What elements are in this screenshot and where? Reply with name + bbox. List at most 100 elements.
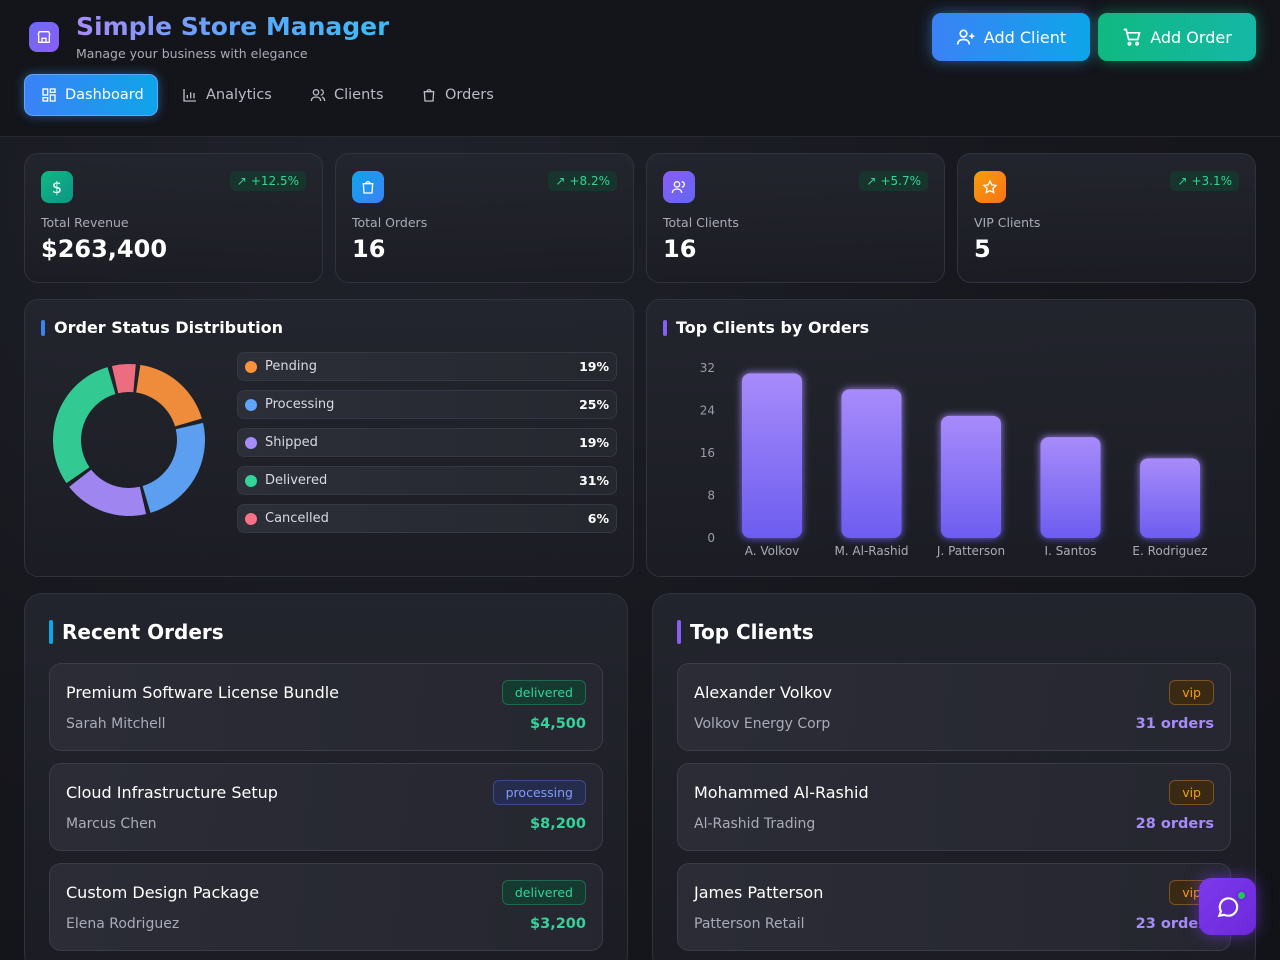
legend-dot [245,512,257,525]
add-order-button[interactable]: Add Order [1098,13,1256,61]
tab-label: Analytics [206,87,272,103]
app-subtitle: Manage your business with elegance [76,46,308,61]
x-tick-label: J. Patterson [936,544,1005,558]
status-legend-item: Cancelled 6% [237,504,617,533]
stat-label: VIP Clients [974,215,1041,230]
y-tick-label: 24 [700,404,715,418]
tab-label: Clients [334,87,384,103]
status-legend-item: Shipped 19% [237,428,617,457]
order-status-card: Order Status Distribution Pending 19% Pr… [24,299,634,577]
order-title: Premium Software License Bundle [66,683,340,702]
app-title: Simple Store Manager [76,12,390,41]
stat-change-badge: ↗ +8.2% [548,171,617,191]
tab-orders[interactable]: Orders [405,74,510,116]
order-amount: $8,200 [530,816,586,832]
order-title: Custom Design Package [66,883,260,902]
tab-analytics[interactable]: Analytics [166,74,288,116]
client-orders: 28 orders [1135,816,1214,832]
stat-value: $263,400 [41,235,168,263]
client-orders: 23 orders [1135,916,1214,932]
cart-icon [1123,28,1141,46]
order-item[interactable]: Cloud Infrastructure Setup Marcus Chen p… [49,763,603,851]
stat-label: Total Orders [352,215,428,230]
top-clients-bar-chart: 0 8 16 24 32 A. Volkov M. Al-Rashid J. Patterso… [700,361,1208,558]
stat-card-clients: ↗ +5.7% Total Clients 16 [646,153,945,283]
order-title: Cloud Infrastructure Setup [66,783,278,802]
tab-clients[interactable]: Clients [294,74,400,116]
add-client-label: Add Client [983,27,1067,47]
chat-button[interactable] [1199,878,1256,935]
y-tick-label: 8 [707,489,715,503]
order-amount: $3,200 [530,916,586,932]
users-icon [310,89,326,102]
status-donut-chart [53,364,205,516]
y-tick-label: 0 [707,531,715,545]
client-company: Volkov Energy Corp [694,716,831,732]
stat-card-orders: ↗ +8.2% Total Orders 16 [335,153,634,283]
status-badge: processing [492,780,586,805]
legend-dot [245,474,257,487]
user-plus-icon [956,29,975,45]
stat-change-badge: ↗ +3.1% [1170,171,1239,191]
stat-change-badge: ↗ +5.7% [859,171,928,191]
tab-dashboard[interactable]: Dashboard [24,74,158,116]
star-icon [974,171,1006,203]
order-client: Marcus Chen [66,816,157,832]
app-header: Simple Store Manager Manage your busines… [0,0,1280,137]
bar-m-al-rashid [841,389,902,538]
order-item[interactable]: Custom Design Package Elena Rodriguez de… [49,863,603,951]
client-company: Al-Rashid Trading [694,816,816,832]
x-tick-label: I. Santos [1044,544,1096,558]
stat-label: Total Clients [663,215,739,230]
y-tick-label: 32 [700,361,715,375]
add-order-label: Add Order [1150,27,1232,47]
stat-card-revenue: $ ↗ +12.5% Total Revenue $263,400 [24,153,323,283]
status-badge: delivered [501,680,586,705]
legend-dot [245,436,257,449]
stat-value: 5 [974,235,991,263]
order-item[interactable]: Premium Software License Bundle Sarah Mi… [49,663,603,751]
status-badge: delivered [501,880,586,905]
x-tick-label: E. Rodriguez [1132,544,1207,558]
users-icon [663,171,695,203]
client-item[interactable]: Mohammed Al-Rashid Al-Rashid Trading vip… [677,763,1231,851]
tier-badge: vip [1169,780,1214,805]
y-tick-label: 16 [700,446,715,460]
bar-e-rodriguez [1140,458,1200,538]
store-icon [29,22,59,52]
dashboard-icon [42,88,56,102]
stat-card-vip: ↗ +3.1% VIP Clients 5 [957,153,1256,283]
client-company: Patterson Retail [694,916,805,932]
x-tick-label: A. Volkov [745,544,800,558]
status-legend-item: Pending 19% [237,352,617,381]
client-name: James Patterson [694,883,824,902]
client-item[interactable]: Alexander Volkov Volkov Energy Corp vip … [677,663,1231,751]
top-clients-chart-title: Top Clients by Orders [663,318,869,337]
x-tick-label: M. Al-Rashid [834,544,908,558]
recent-orders-card: Recent Orders Premium Software License B… [24,593,628,960]
stat-value: 16 [352,235,386,263]
stat-change-badge: ↗ +12.5% [229,171,306,191]
client-name: Mohammed Al-Rashid [694,783,869,802]
status-legend-item: Processing 25% [237,390,617,419]
legend-dot [245,360,257,373]
donut-slice-delivered [53,367,116,484]
order-status-title: Order Status Distribution [41,318,283,337]
recent-orders-title: Recent Orders [49,620,224,644]
donut-slice-pending [136,364,202,427]
add-client-button[interactable]: Add Client [932,13,1090,61]
order-client: Elena Rodriguez [66,916,180,932]
client-item[interactable]: James Patterson Patterson Retail vip 23 … [677,863,1231,951]
shopping-bag-icon [423,89,435,102]
shopping-bag-icon [352,171,384,203]
bar-a-volkov [742,373,802,538]
top-clients-chart-card: Top Clients by Orders 0 8 16 24 32 A. Volkov M… [646,299,1256,577]
tab-label: Orders [445,87,494,103]
order-amount: $4,500 [530,716,586,732]
bar-i-santos [1040,437,1101,538]
bar-j-patterson [941,415,1001,538]
legend-dot [245,398,257,411]
order-client: Sarah Mitchell [66,716,166,732]
bar-chart-icon [183,89,196,102]
chat-icon [1217,896,1238,917]
